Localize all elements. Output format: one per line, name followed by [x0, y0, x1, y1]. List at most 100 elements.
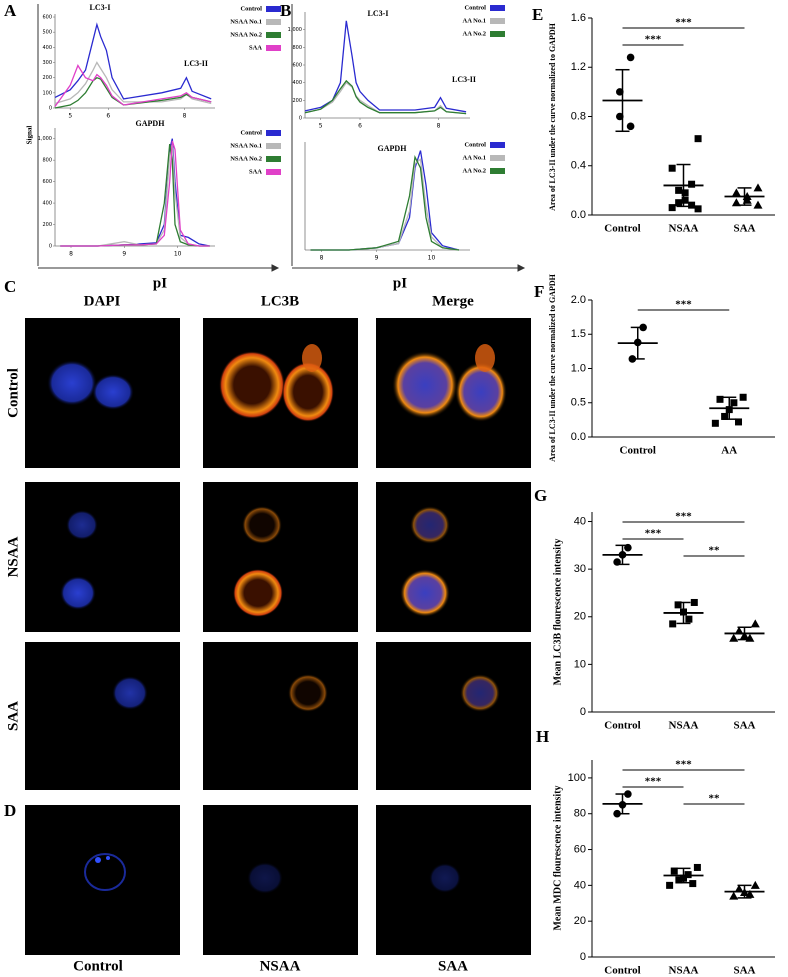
x-tick-label: AA [721, 445, 737, 457]
legend-swatch [266, 32, 281, 38]
y-axis-label: Mean MDC flourescence intensity [552, 785, 563, 930]
x-tick-label: 5 [319, 123, 323, 130]
legend-label: NSAA No.1 [230, 18, 262, 25]
legend-swatch [266, 6, 281, 12]
annotation: LC3-II [184, 59, 208, 68]
y-tick-label: 60 [574, 843, 586, 855]
legend-label: AA No.1 [463, 17, 486, 24]
x-tick-label: 8 [69, 251, 73, 258]
data-point [721, 412, 729, 420]
y-tick-label: 600 [292, 63, 302, 69]
data-point [716, 395, 724, 403]
legend-label: NSAA No.2 [230, 155, 262, 162]
legend-swatch [266, 19, 281, 25]
significance-label: *** [645, 34, 662, 46]
y-tick-label: 1.6 [571, 12, 586, 24]
y-tick-label: 1.0 [571, 362, 586, 374]
y-tick-label: 100 [568, 772, 586, 784]
column-title: Control [73, 958, 123, 974]
panel-label: G [534, 486, 547, 505]
x-axis-label: pI [153, 275, 167, 291]
y-tick-label: 0.0 [571, 209, 586, 221]
trace [60, 143, 210, 247]
legend-label: NSAA No.2 [230, 31, 262, 38]
y-tick-label: 40 [574, 879, 586, 891]
data-point [734, 884, 744, 893]
data-point [675, 186, 683, 194]
data-point [750, 880, 760, 889]
trace [54, 76, 212, 109]
y-tick-label: 200 [42, 75, 52, 81]
y-tick-label: 400 [42, 45, 52, 51]
y-tick-label: 600 [42, 15, 52, 21]
column-title: SAA [438, 958, 468, 974]
legend-swatch [490, 142, 505, 148]
legend-label: Control [464, 141, 486, 148]
data-point [739, 393, 747, 401]
trace [310, 158, 460, 251]
y-tick-label: 400 [42, 201, 52, 207]
data-point [745, 889, 755, 898]
y-tick-label: 500 [42, 30, 52, 36]
x-tick-label: SAA [733, 965, 755, 977]
legend-swatch [266, 130, 281, 136]
x-tick-label: 10 [428, 255, 436, 262]
data-point [669, 620, 677, 628]
y-axis-label: Mean LC3B flourescence intensity [552, 539, 563, 686]
y-tick-label: 0.5 [571, 397, 586, 409]
y-tick-label: 1,000 [288, 27, 302, 33]
data-point [670, 867, 678, 875]
data-point [731, 188, 741, 197]
y-tick-label: 0.0 [571, 431, 586, 443]
data-point [626, 122, 635, 131]
y-tick-label: 0 [580, 951, 586, 963]
legend-swatch [490, 31, 505, 37]
data-point [729, 891, 739, 900]
legend-swatch [490, 5, 505, 11]
x-tick-label: 8 [437, 123, 441, 130]
data-point [689, 880, 697, 888]
y-tick-label: 0.4 [571, 160, 586, 172]
significance-label: ** [709, 793, 721, 805]
legend-label: SAA [249, 168, 262, 175]
legend-label: AA No.2 [463, 167, 486, 174]
data-point [694, 205, 702, 213]
data-point [730, 399, 738, 407]
row-title: SAA [5, 701, 21, 731]
data-point [674, 601, 682, 609]
column-title: DAPI [84, 293, 121, 309]
significance-label: *** [645, 776, 662, 788]
y-tick-label: 10 [574, 658, 586, 670]
significance-label: *** [675, 759, 692, 771]
legend-label: Control [464, 4, 486, 11]
legend-label: AA No.1 [463, 154, 486, 161]
x-tick-label: SAA [733, 223, 755, 235]
trace [310, 154, 460, 251]
y-axis-label: Area of LC3-II under the curve normalize… [548, 273, 557, 461]
x-tick-label: 5 [68, 113, 72, 120]
data-point [731, 198, 741, 207]
data-point [694, 135, 702, 143]
y-tick-label: 1.5 [571, 328, 586, 340]
y-tick-label: 80 [574, 808, 586, 820]
legend-label: AA No.2 [463, 30, 486, 37]
y-tick-label: 200 [42, 222, 52, 228]
data-point [711, 419, 719, 427]
x-tick-label: 8 [183, 113, 187, 120]
annotation: GAPDH [136, 119, 166, 128]
trace [60, 140, 210, 247]
x-tick-label: 6 [358, 123, 362, 130]
data-point [668, 164, 676, 172]
y-axis-label: Area of LC3-II under the curve normalize… [548, 22, 557, 210]
significance-label: ** [709, 545, 721, 557]
data-point [681, 196, 689, 204]
legend-swatch [266, 169, 281, 175]
annotation: LC3-II [452, 75, 476, 84]
y-tick-label: 20 [574, 915, 586, 927]
legend-label: Control [240, 5, 262, 12]
annotation: GAPDH [378, 144, 408, 153]
x-tick-label: NSAA [669, 965, 699, 977]
significance-label: *** [675, 299, 692, 311]
trace [54, 64, 212, 107]
